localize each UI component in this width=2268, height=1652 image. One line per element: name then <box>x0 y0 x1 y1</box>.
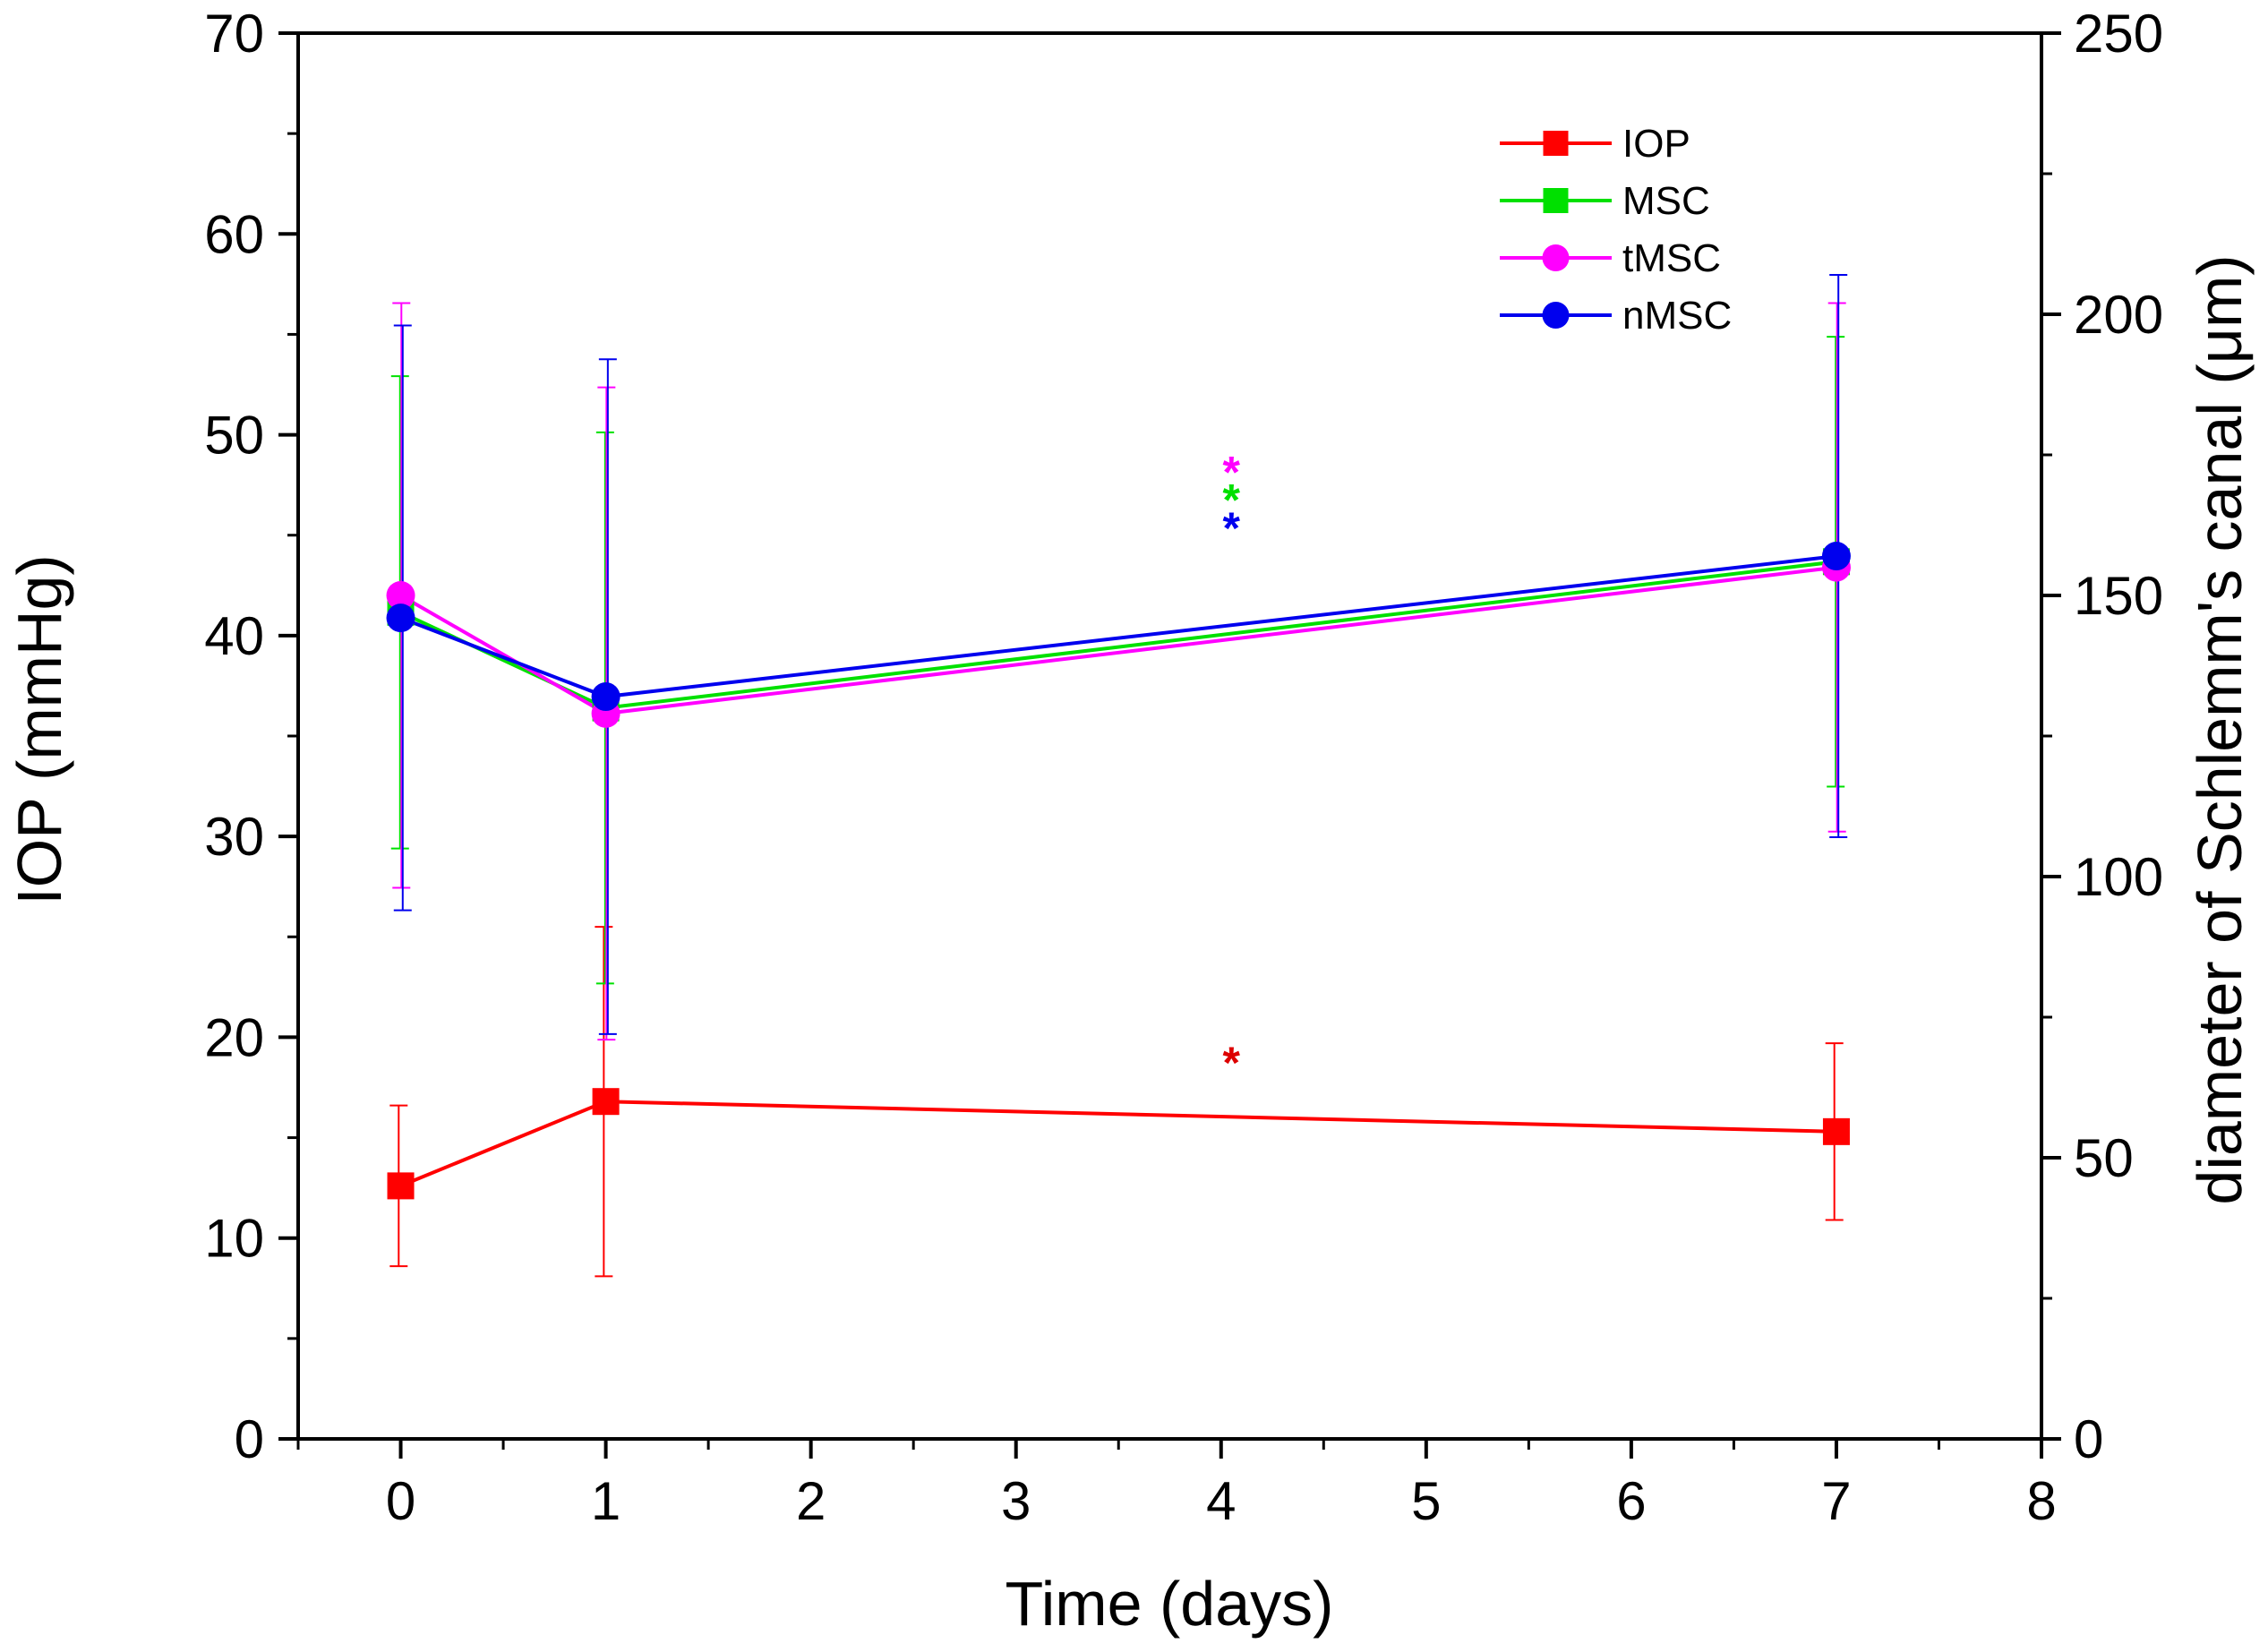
y-right-tick-label-200: 200 <box>2074 285 2163 345</box>
y-axis-right-title: diameter of Schlemm's canal (μm) <box>2185 254 2255 1204</box>
nmsc-point <box>386 603 415 633</box>
y-right-tick-label-150: 150 <box>2074 566 2163 626</box>
msc-line <box>399 560 1837 710</box>
nmsc-point <box>1821 542 1851 571</box>
y-left-tick-label-60: 60 <box>204 204 264 264</box>
legend-marker-iop <box>1543 131 1569 156</box>
y-left-tick-label-40: 40 <box>204 606 264 666</box>
x-tick-label-8: 8 <box>2026 1471 2056 1531</box>
x-tick-label-7: 7 <box>1821 1471 1851 1531</box>
y-right-tick-label-50: 50 <box>2074 1128 2134 1188</box>
x-tick-label-0: 0 <box>386 1471 415 1531</box>
annotations-layer: **** <box>1222 447 1240 1088</box>
legend-label-nmsc: nMSC <box>1622 294 1732 338</box>
y-left-tick-label-0: 0 <box>235 1409 264 1469</box>
markers-layer <box>386 542 1851 1200</box>
x-tick-label-4: 4 <box>1206 1471 1236 1531</box>
iop-point <box>592 1088 620 1116</box>
legend-label-tmsc: tMSC <box>1622 236 1721 280</box>
y-left-tick-label-30: 30 <box>204 807 264 867</box>
y-left-tick-label-20: 20 <box>204 1007 264 1067</box>
plot-frame <box>296 31 2043 1441</box>
iop-point <box>387 1172 415 1200</box>
legend-marker-tmsc <box>1542 244 1570 271</box>
x-tick-label-1: 1 <box>591 1471 620 1531</box>
tmsc-point <box>386 581 415 610</box>
legend-label-iop: IOP <box>1622 122 1690 166</box>
legend: IOP MSC tMSC nMSC <box>1500 122 1732 338</box>
y-axis-left-title: IOP (mmHg) <box>4 554 74 905</box>
significance-star: * <box>1222 503 1240 553</box>
legend-marker-msc <box>1543 188 1569 213</box>
x-tick-label-2: 2 <box>796 1471 826 1531</box>
iop-point <box>1822 1117 1850 1145</box>
x-tick-label-3: 3 <box>1001 1471 1031 1531</box>
nmsc-line <box>399 554 1837 699</box>
x-axis-title: Time (days) <box>1006 1569 1334 1639</box>
nmsc-point <box>591 682 620 712</box>
y-right-tick-label-250: 250 <box>2074 4 2163 64</box>
x-tick-label-5: 5 <box>1411 1471 1441 1531</box>
significance-star: * <box>1222 447 1240 497</box>
significance-star: * <box>1222 475 1240 526</box>
y-right-tick-label-100: 100 <box>2074 847 2163 907</box>
x-tick-label-6: 6 <box>1616 1471 1646 1531</box>
y-left-tick-label-70: 70 <box>204 4 264 64</box>
y-left-tick-label-50: 50 <box>204 406 264 466</box>
y-right-tick-label-0: 0 <box>2074 1409 2103 1469</box>
legend-marker-nmsc <box>1542 302 1570 329</box>
significance-star: * <box>1222 1038 1240 1088</box>
y-left-tick-label-10: 10 <box>204 1209 264 1269</box>
legend-label-msc: MSC <box>1622 179 1710 223</box>
